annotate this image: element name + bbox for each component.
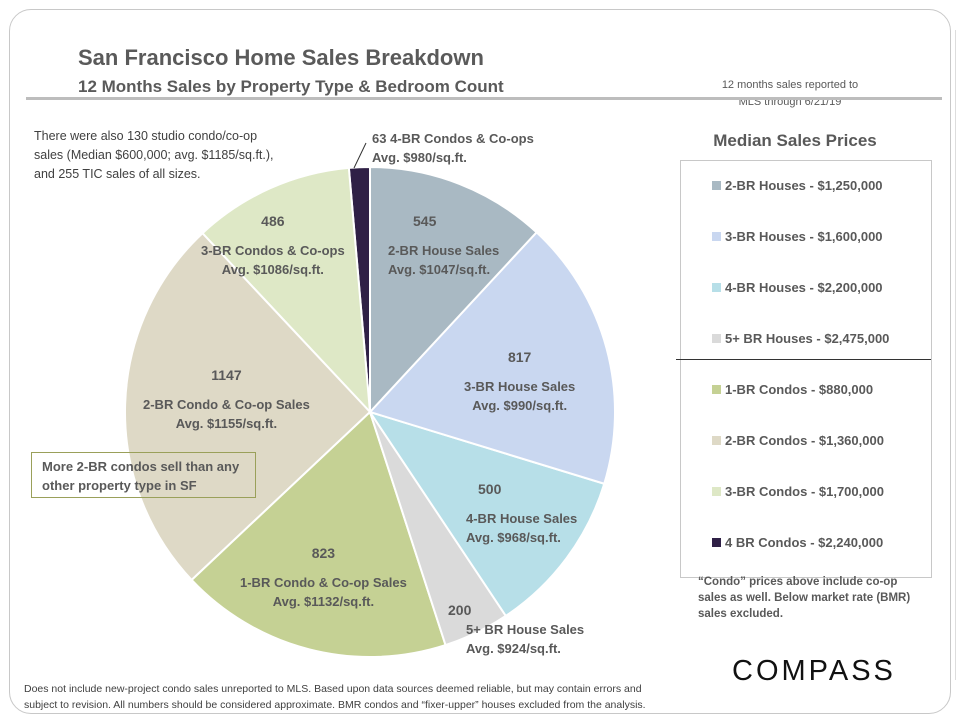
- compass-logo: COMPASS: [732, 655, 896, 687]
- header-rule: [26, 97, 942, 100]
- legend-item: 3-BR Houses - $1,600,000: [712, 229, 883, 244]
- legend-item: 5+ BR Houses - $2,475,000: [712, 331, 889, 346]
- legend-item: 2-BR Condos - $1,360,000: [712, 433, 884, 448]
- legend-label: 2-BR Condos - $1,360,000: [725, 433, 884, 448]
- divider: [955, 30, 956, 680]
- callout-box: More 2-BR condos sell than any other pro…: [31, 452, 256, 498]
- legend-swatch: [712, 436, 721, 445]
- condo-note: “Condo” prices above include co-op sales …: [698, 576, 911, 620]
- label-2br-condos: 1147 2-BR Condo & Co-op Sales Avg. $1155/s…: [143, 367, 310, 431]
- legend-swatch: [712, 334, 721, 343]
- label-4br-condos: 63 4-BR Condos & Co-ops Avg. $980/sq.ft.: [372, 131, 534, 165]
- label-3br-condos: 486 3-BR Condos & Co-ops Avg. $1086/sq.ft.: [201, 213, 345, 277]
- label-1br-condos: 823 1-BR Condo & Co-op Sales Avg. $1132/sq…: [240, 545, 407, 609]
- legend-label: 4-BR Houses - $2,200,000: [725, 280, 883, 295]
- legend-title: Median Sales Prices: [713, 131, 877, 150]
- legend-swatch: [712, 283, 721, 292]
- legend-swatch: [712, 181, 721, 190]
- legend-label: 3-BR Houses - $1,600,000: [725, 229, 883, 244]
- pie-slice-6: [201, 166, 372, 415]
- legend-label: 3-BR Condos - $1,700,000: [725, 484, 884, 499]
- label-2br-houses: 545 2-BR House Sales Avg. $1047/sq.ft.: [388, 213, 500, 277]
- pie-slice-0: [369, 165, 538, 415]
- legend-item: 1-BR Condos - $880,000: [712, 382, 873, 397]
- studio-note: There were also 130 studio condo/co-op sa…: [34, 129, 274, 181]
- legend-label: 2-BR Houses - $1,250,000: [725, 178, 883, 193]
- legend-item: 4-BR Houses - $2,200,000: [712, 280, 883, 295]
- label-4br-houses: 500 4-BR House Sales Avg. $968/sq.ft.: [466, 481, 578, 545]
- pie-slice-5: [124, 231, 372, 582]
- page-subtitle: 12 Months Sales by Property Type & Bedro…: [78, 77, 504, 96]
- page-title: San Francisco Home Sales Breakdown: [78, 45, 484, 70]
- pie-slice-2: [367, 410, 606, 618]
- legend-label: 5+ BR Houses - $2,475,000: [725, 331, 890, 346]
- pie-slice-4: [190, 410, 447, 658]
- label-5br-houses: 200 5+ BR House Sales Avg. $924/sq.ft.: [448, 602, 585, 656]
- legend-swatch: [712, 487, 721, 496]
- legend-divider: [676, 359, 931, 360]
- legend-label: 4 BR Condos - $2,240,000: [725, 535, 884, 550]
- slide-card: [9, 9, 951, 714]
- legend-box: [680, 160, 932, 578]
- leader-line: [353, 142, 367, 169]
- legend-swatch: [712, 385, 721, 394]
- legend-item: 2-BR Houses - $1,250,000: [712, 178, 883, 193]
- legend-swatch: [712, 538, 721, 547]
- legend-item: 4 BR Condos - $2,240,000: [712, 535, 883, 550]
- pie-slice-1: [368, 230, 616, 486]
- legend-label: 1-BR Condos - $880,000: [725, 382, 874, 397]
- label-3br-houses: 817 3-BR House Sales Avg. $990/sq.ft.: [464, 349, 576, 413]
- legend-swatch: [712, 232, 721, 241]
- legend-item: 3-BR Condos - $1,700,000: [712, 484, 884, 499]
- footer-disclaimer: Does not include new-project condo sales…: [24, 683, 646, 711]
